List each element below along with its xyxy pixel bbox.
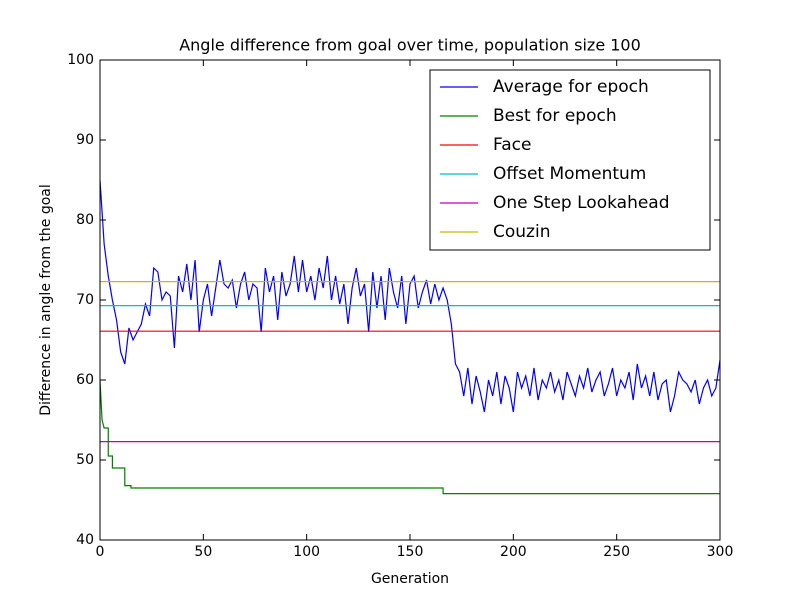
x-tick-label: 150 [397,544,424,560]
x-tick-label: 100 [293,544,320,560]
x-tick-label: 0 [96,544,105,560]
x-tick-label: 50 [194,544,212,560]
legend-box [429,69,711,251]
legend-label: Offset Momentum [493,164,646,184]
legend: Average for epoch Best for epoch Face Offse… [429,69,711,251]
y-tick-label: 60 [76,372,94,388]
y-tick-label: 40 [76,532,94,548]
chart-title: Angle difference from goal over time, po… [179,36,641,55]
y-tick-label: 100 [67,52,94,68]
legend-label: Best for epoch [493,106,617,126]
x-tick-label: 200 [500,544,527,560]
legend-label: Couzin [493,222,550,242]
legend-label: One Step Lookahead [493,193,670,213]
x-tick-label: 250 [603,544,630,560]
series-line [100,179,720,413]
legend-label: Face [493,135,531,155]
y-tick-label: 90 [76,132,94,148]
x-tick-label: 300 [707,544,734,560]
y-tick-label: 50 [76,452,94,468]
series-line [100,379,720,495]
x-axis-label: Generation [371,571,449,587]
y-tick-label: 80 [76,212,94,228]
y-axis-label: Difference in angle from the goal [38,184,54,416]
y-tick-label: 70 [76,292,94,308]
legend-label: Average for epoch [493,77,649,97]
